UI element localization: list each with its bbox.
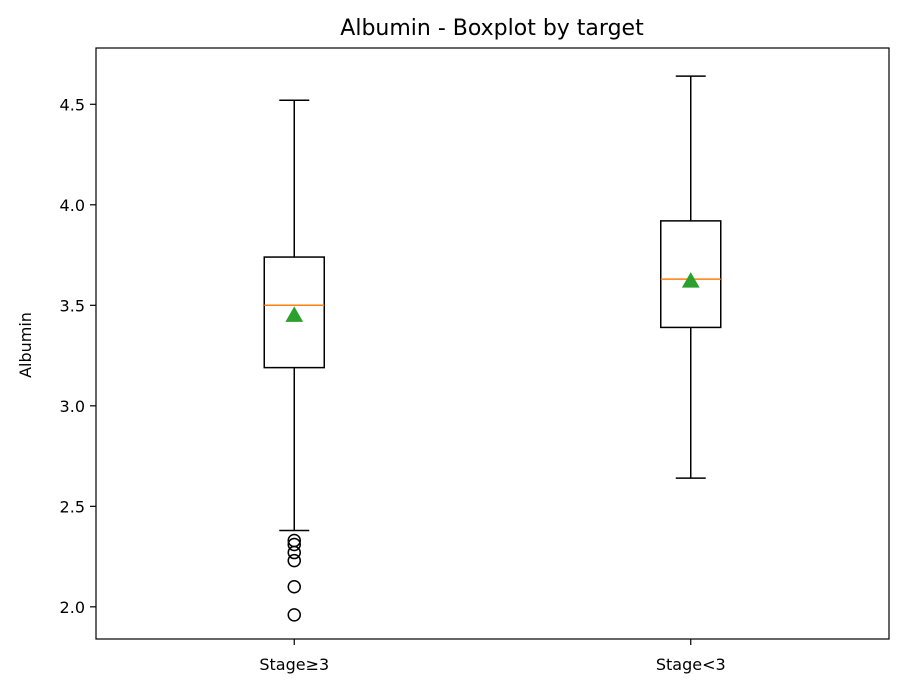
chart-title: Albumin - Boxplot by target	[340, 16, 644, 41]
outlier-point	[287, 553, 301, 568]
y-tick-label: 2.0	[60, 598, 85, 617]
iqr-box	[263, 256, 325, 369]
y-tick-label: 2.5	[60, 497, 85, 516]
plot-area: 2.0 2.5 3.0 3.5 4.0 4.5 Stage≥3 Stage<3	[60, 75, 726, 674]
x-tick-label: Stage≥3	[259, 655, 329, 674]
x-tick-label: Stage<3	[656, 655, 726, 674]
outlier-point	[287, 537, 301, 552]
mean-marker	[681, 272, 700, 288]
mean-marker	[285, 306, 304, 322]
y-axis-label: Albumin	[16, 312, 35, 378]
outlier-point	[287, 545, 301, 560]
box-group-2	[660, 75, 722, 479]
y-tick-label: 4.5	[60, 95, 85, 114]
outlier-point	[287, 579, 301, 594]
y-tick-label: 3.0	[60, 397, 85, 416]
plot-frame	[95, 47, 890, 640]
y-tick-label: 4.0	[60, 196, 85, 215]
y-tick-label: 3.5	[60, 296, 85, 315]
box-group-1	[263, 99, 325, 622]
outlier-point	[287, 608, 301, 622]
iqr-box	[660, 220, 722, 329]
